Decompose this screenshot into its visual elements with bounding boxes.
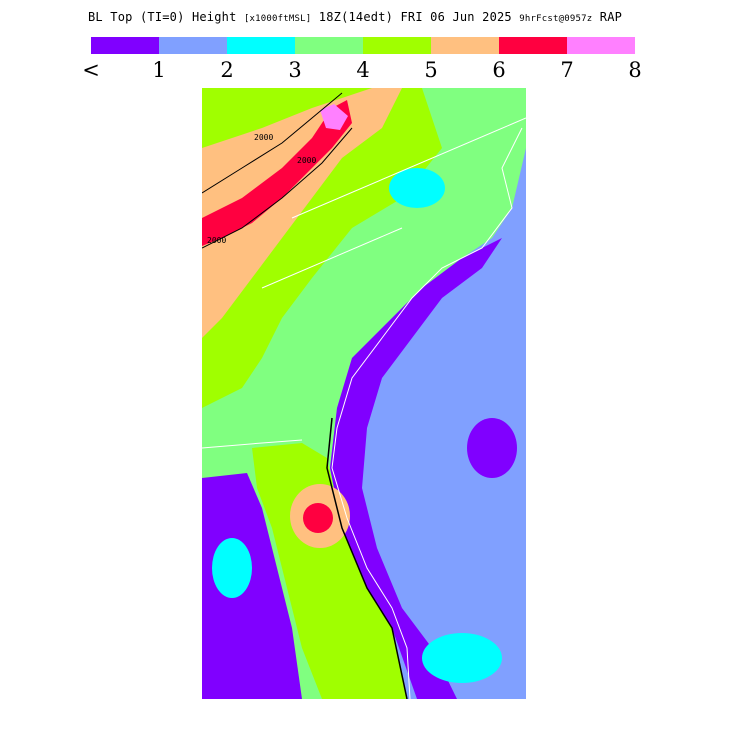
coastal-band [330,238,502,699]
legend-swatch-2 [227,37,295,54]
peninsula-region [252,443,407,699]
state-border [291,117,526,219]
coastline [331,127,523,699]
chart-title: BL Top (TI=0) Height [x1000ftMSL] 18Z(14… [88,10,622,24]
cyan-patch [212,538,252,598]
legend-tick-label: 3 [288,58,302,82]
legend-swatch-4 [363,37,431,54]
state-border [261,227,403,289]
color-legend [91,37,635,54]
legend-swatch-3 [295,37,363,54]
cyan-patch [422,633,502,683]
legend-swatch-5 [431,37,499,54]
mountain-region [202,100,352,246]
title-forecast: 9hrFcst@0957z [519,14,593,24]
contour-label: 2000 [207,236,226,245]
central-florida-max [303,503,333,533]
cyan-patch [389,168,445,208]
gulf-region [202,473,302,699]
legend-tick-label: 5 [424,58,438,82]
legend-tick-label: 6 [492,58,506,82]
contour-label: 2000 [297,156,316,165]
title-valid-time: 18Z(14edt) FRI 06 Jun 2025 [318,10,512,24]
legend-tick-label: 7 [560,58,574,82]
purple-patch [467,418,517,478]
title-model: RAP [599,10,623,24]
legend-tick-labels: <1 2 3 4 5 6 7 8 [0,58,729,84]
ridge-region [202,88,402,338]
legend-tick-label: 8 [628,58,642,82]
state-border [202,439,303,449]
legend-tick-label: 1 [152,58,166,82]
forecast-map: 2000 2000 2000 [202,88,526,699]
legend-swatch-6 [499,37,567,54]
title-units: [x1000ftMSL] [243,14,312,24]
contour-line [202,127,353,249]
legend-tick-label: < [82,58,100,82]
legend-tick-label: 4 [356,58,370,82]
contour-label: 2000 [254,133,273,142]
legend-swatch-1 [159,37,227,54]
contour-line [326,417,408,699]
legend-swatch-7 [567,37,635,54]
title-product: BL Top (TI=0) Height [88,10,237,24]
peak-region [320,104,348,130]
contour-line [202,92,343,194]
legend-tick-label: 2 [220,58,234,82]
legend-swatch-0 [91,37,159,54]
